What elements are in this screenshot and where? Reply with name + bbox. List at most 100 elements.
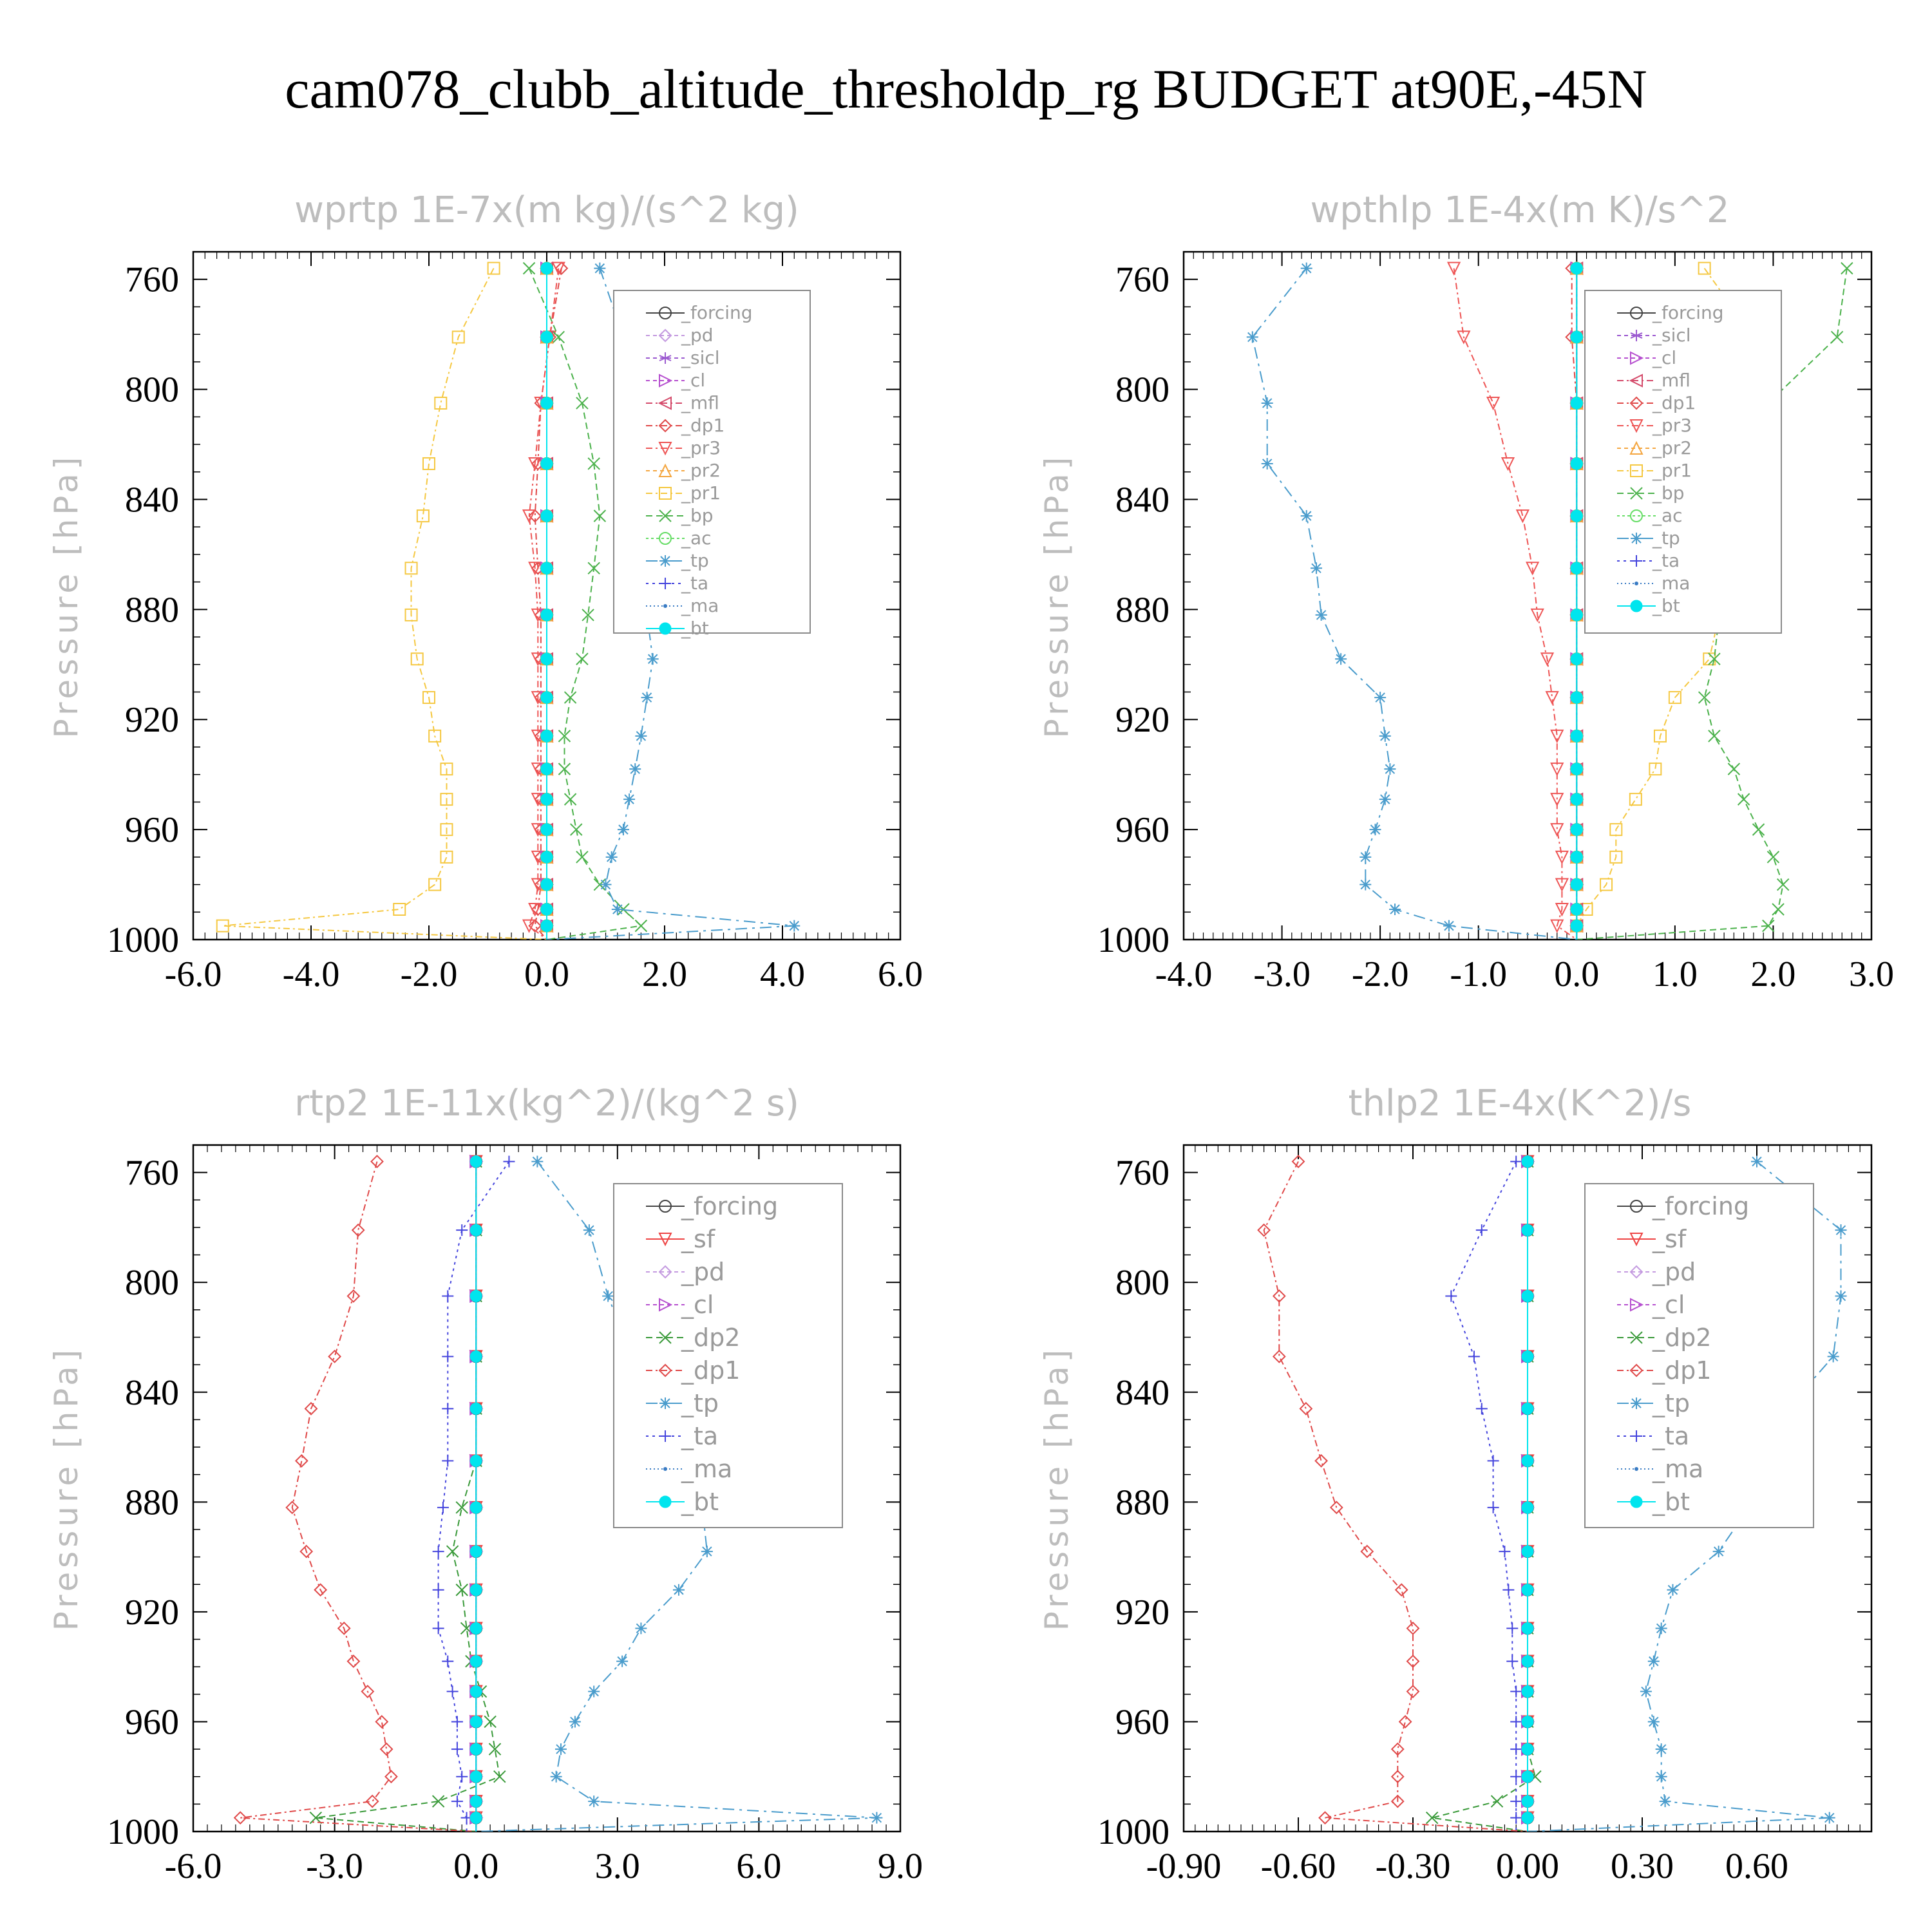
data-point-ta xyxy=(432,1584,444,1596)
data-point-bp xyxy=(1727,762,1741,775)
data-point-ta xyxy=(1510,1795,1522,1808)
legend-label-dp1: _dp1 xyxy=(1652,1356,1711,1385)
y-tick-label: 880 xyxy=(125,1482,179,1522)
data-point-ta xyxy=(442,1655,454,1667)
legend-label-dp2: _dp2 xyxy=(681,1323,740,1352)
data-point-dp1 xyxy=(370,1155,384,1168)
data-point-bp xyxy=(576,652,589,665)
legend-box xyxy=(613,290,811,634)
data-point-dp1 xyxy=(346,1289,361,1303)
legend-marker-ta xyxy=(1631,1430,1642,1442)
data-point-ta xyxy=(1510,1685,1522,1698)
legend-label-cl: _cl xyxy=(1652,1291,1685,1319)
series-line-pr1 xyxy=(222,268,547,940)
panel-title: rtp2 1E-11x(kg^2)/(kg^2 s) xyxy=(294,1083,799,1124)
data-point-dp1 xyxy=(365,1794,379,1808)
data-point-bt xyxy=(1570,793,1583,806)
data-point-ta xyxy=(442,1350,454,1363)
legend-label-ac: _ac xyxy=(1652,505,1683,526)
data-point-ta xyxy=(442,1455,454,1467)
x-tick-label: 3.0 xyxy=(1849,954,1894,994)
legend-label-forcing: _forcing xyxy=(1652,1192,1749,1220)
legend-label-sf: _sf xyxy=(1652,1225,1687,1253)
data-point-pr1 xyxy=(1668,691,1681,705)
data-point-bt xyxy=(469,1402,482,1415)
data-point-ta xyxy=(1499,1546,1511,1558)
x-tick-label: 0.0 xyxy=(453,1846,498,1886)
data-point-tp xyxy=(1835,1290,1847,1302)
legend-label-ma: _ma xyxy=(1652,1455,1703,1483)
data-point-bt xyxy=(540,878,553,891)
data-point-tp xyxy=(1315,609,1327,621)
data-point-bt xyxy=(469,1350,482,1363)
chart-panel: rtp2 1E-11x(kg^2)/(kg^2 s) Pressure [hPa]… xyxy=(48,1083,923,1886)
legend-marker-ma xyxy=(1634,1467,1638,1471)
data-point-dp2 xyxy=(1425,1811,1439,1824)
data-point-bp xyxy=(1762,919,1775,933)
x-tick-label: 0.30 xyxy=(1611,1846,1674,1886)
data-point-dp1 xyxy=(337,1622,351,1635)
x-tick-label: -6.0 xyxy=(165,1846,222,1886)
data-point-bp xyxy=(558,762,571,775)
data-point-bt xyxy=(469,1795,482,1808)
data-point-tp xyxy=(1359,878,1372,891)
y-tick-label: 960 xyxy=(1115,810,1170,850)
data-point-tp xyxy=(1712,1546,1725,1558)
data-point-ta xyxy=(1506,1655,1519,1667)
data-point-ta xyxy=(1475,1224,1488,1236)
x-tick-label: 2.0 xyxy=(642,954,687,994)
data-point-ta xyxy=(446,1685,459,1698)
data-point-bp xyxy=(558,730,571,743)
data-point-bp xyxy=(1698,691,1711,704)
legend-label-pr3: _pr3 xyxy=(1652,415,1692,436)
legend-marker-forcing xyxy=(659,307,672,319)
data-point-bt xyxy=(1521,1795,1534,1808)
data-point-pr3 xyxy=(1555,903,1569,917)
data-point-dp1 xyxy=(351,1223,365,1237)
legend-label-forcing: _forcing xyxy=(681,302,753,323)
y-tick-label: 760 xyxy=(1115,260,1170,300)
x-tick-label: 0.00 xyxy=(1496,1846,1559,1886)
legend-marker-bp xyxy=(659,509,672,522)
data-point-bt xyxy=(1521,1155,1534,1168)
data-point-dp2 xyxy=(455,1501,468,1514)
data-point-dp2 xyxy=(455,1584,468,1596)
data-point-dp1 xyxy=(1390,1770,1405,1784)
data-point-dp1 xyxy=(294,1454,308,1468)
data-point-ta xyxy=(451,1743,463,1756)
data-point-bt xyxy=(469,1715,482,1728)
data-point-bt xyxy=(1521,1622,1534,1634)
data-point-bp xyxy=(564,691,577,704)
data-point-tp xyxy=(569,1716,581,1728)
y-axis-label: Pressure [hPa] xyxy=(48,453,85,739)
legend-label-sicl: _sicl xyxy=(681,347,720,368)
data-point-tp xyxy=(600,878,612,891)
data-point-pr3 xyxy=(551,261,565,276)
y-tick-label: 800 xyxy=(125,370,179,410)
legend: _forcing_pd_sicl_cl_mfl_dp1_pr3_pr2_pr1_… xyxy=(613,290,811,639)
legend-marker-tp xyxy=(659,1397,671,1409)
data-point-pr1 xyxy=(1698,261,1711,275)
legend-marker-tp xyxy=(1631,533,1642,544)
data-point-bt xyxy=(1570,762,1583,775)
data-point-ta xyxy=(503,1155,515,1168)
data-point-bp xyxy=(1737,793,1750,806)
series-line-dp1 xyxy=(1571,268,1578,940)
data-point-bp xyxy=(576,851,589,864)
data-point-tp xyxy=(635,1622,647,1634)
data-point-tp xyxy=(588,1795,600,1808)
data-point-tp xyxy=(1751,1155,1763,1168)
data-point-bt xyxy=(540,397,553,410)
data-point-tp xyxy=(602,1290,614,1302)
legend-marker-pr1 xyxy=(1630,464,1643,477)
panel-title: thlp2 1E-4x(K^2)/s xyxy=(1349,1083,1692,1124)
y-tick-label: 1000 xyxy=(1097,920,1170,960)
x-tick-label: 6.0 xyxy=(878,954,923,994)
series-line-pr3 xyxy=(1453,268,1577,940)
legend-marker-mfl xyxy=(1629,374,1643,388)
data-point-bt xyxy=(1570,609,1583,621)
legend-marker-cl xyxy=(659,1298,673,1312)
data-point-pr3 xyxy=(1555,850,1569,865)
data-point-tp xyxy=(1655,1770,1667,1783)
